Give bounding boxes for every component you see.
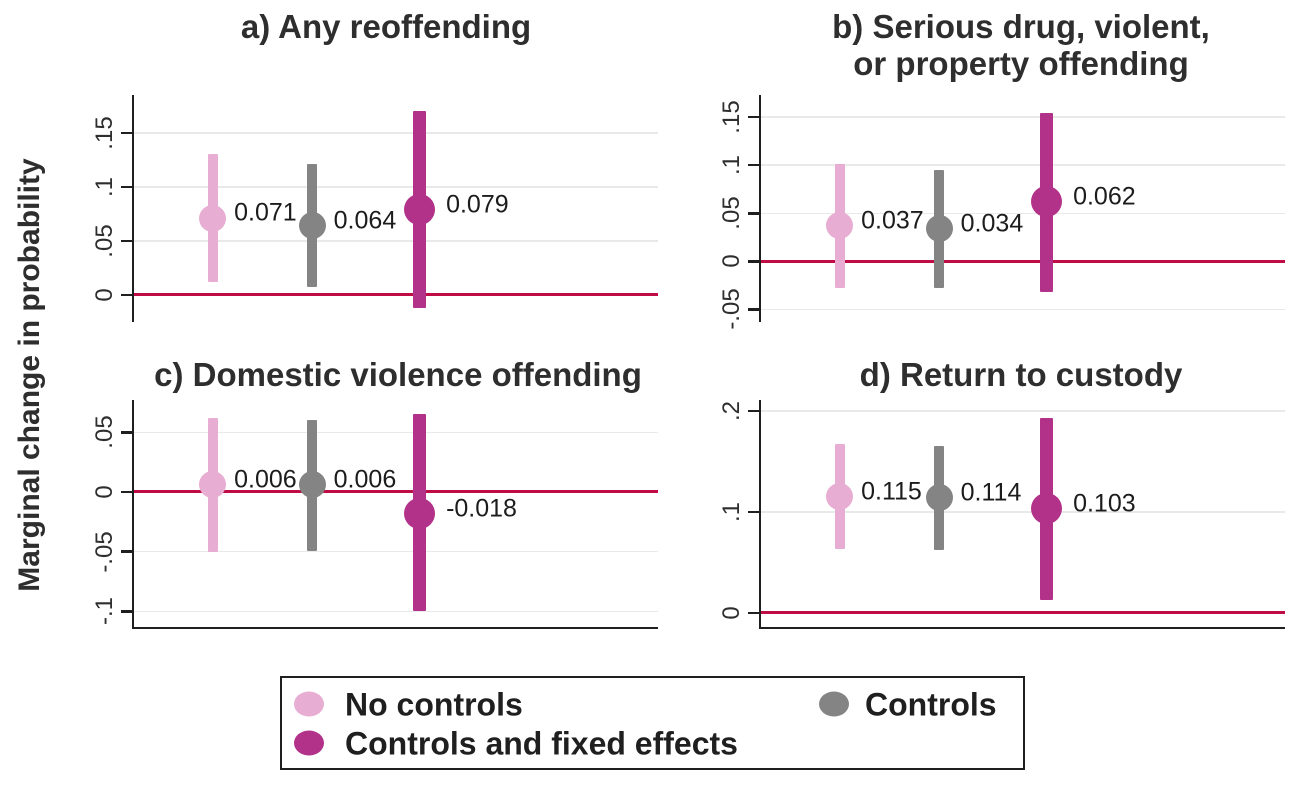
legend-marker-icon <box>819 691 849 717</box>
panel-title: or property offending <box>853 45 1189 82</box>
panel-title: b) Serious drug, violent, <box>832 8 1210 45</box>
panel-title: d) Return to custody <box>859 356 1183 393</box>
plot-area: .15 .1 .05 0 0.071 0.064 0.079 <box>91 95 658 322</box>
y-gridline <box>134 132 658 134</box>
legend-label: Controls and fixed effects <box>345 725 738 762</box>
y-tick <box>120 239 133 243</box>
y-gridline <box>761 212 1285 215</box>
estimate-value-label: 0.114 <box>960 478 1022 507</box>
y-gridline <box>134 240 658 242</box>
estimate-value-label: 0.064 <box>333 206 397 235</box>
y-tick-label: .05 <box>718 196 745 230</box>
panel-title: c) Domestic violence offending <box>154 356 642 393</box>
y-tick-label: .2 <box>718 401 745 422</box>
zero-reference-line <box>134 490 658 494</box>
y-tick-label: .1 <box>718 155 745 176</box>
estimate-value-label: 0.006 <box>234 465 297 494</box>
estimate-dot <box>298 471 326 499</box>
y-tick <box>747 308 760 311</box>
y-gridline <box>134 550 658 553</box>
estimate-dot <box>925 215 953 243</box>
legend-marker-icon <box>294 730 324 756</box>
y-tick <box>120 550 133 553</box>
y-tick <box>120 293 133 297</box>
y-tick-label: 0 <box>718 254 745 269</box>
estimate-dot <box>1031 493 1063 525</box>
y-tick <box>120 431 133 434</box>
zero-reference-line <box>761 611 1285 615</box>
estimate-dot <box>199 204 227 232</box>
estimate-dot <box>298 212 326 240</box>
zero-reference-line <box>134 293 658 297</box>
y-tick-label: -.05 <box>718 288 745 331</box>
zero-reference-line <box>761 259 1285 263</box>
y-tick <box>747 115 760 119</box>
y-tick-label: 0 <box>91 288 118 302</box>
y-tick-label: .15 <box>91 116 118 150</box>
plot-area: .05 0 -.05 -.1 0.006 0.006 -0.018 <box>91 400 658 629</box>
panel-title: a) Any reoffending <box>240 8 532 45</box>
estimate-dot <box>199 471 227 499</box>
estimate-value-label: 0.037 <box>861 206 924 235</box>
legend-marker-icon <box>294 691 324 717</box>
estimate-value-label: 0.034 <box>960 209 1024 238</box>
y-tick-label: 0 <box>718 606 745 620</box>
y-gridline <box>761 116 1285 118</box>
estimate-dot <box>404 498 436 529</box>
y-tick <box>747 163 760 167</box>
y-axis-title: Marginal change in probability <box>13 158 46 592</box>
y-tick-label: .05 <box>91 415 118 449</box>
y-gridline <box>761 164 1285 166</box>
estimate-dot <box>826 212 854 240</box>
y-gridline <box>761 410 1285 412</box>
estimate-value-label: 0.079 <box>446 190 509 219</box>
legend-label: No controls <box>345 686 523 723</box>
y-gridline <box>134 186 658 188</box>
plot-area: .15 .1 .05 0 -.05 0.037 0.034 0.062 <box>718 95 1285 330</box>
estimate-value-label: 0.071 <box>234 198 297 227</box>
y-gridline <box>761 308 1285 311</box>
estimate-value-label: 0.062 <box>1073 182 1136 211</box>
y-tick-label: .05 <box>91 224 118 258</box>
y-tick-label: .1 <box>91 176 118 197</box>
estimate-dot <box>1031 186 1063 218</box>
y-tick <box>747 611 760 615</box>
estimate-dot <box>404 194 436 226</box>
plot-area: .2 .1 0 0.115 0.114 0.103 <box>718 400 1285 629</box>
y-tick-label: -.05 <box>91 531 118 573</box>
y-tick <box>120 610 133 613</box>
y-tick-label: .15 <box>718 100 745 134</box>
y-tick <box>747 212 760 215</box>
y-tick-label: -.1 <box>91 597 118 626</box>
estimate-dot <box>826 483 854 511</box>
y-tick-label: 0 <box>91 485 118 499</box>
legend: No controls Controls Controls and fixed ef… <box>280 676 1025 770</box>
y-gridline <box>761 511 1285 513</box>
y-gridline <box>134 610 658 613</box>
estimate-dot <box>925 484 953 512</box>
estimate-value-label: 0.115 <box>861 477 922 506</box>
y-gridline <box>134 431 658 433</box>
y-tick <box>747 510 760 514</box>
y-tick <box>120 131 133 135</box>
legend-label: Controls <box>865 686 997 723</box>
y-tick <box>747 409 760 413</box>
y-tick-label: .1 <box>718 501 745 522</box>
y-tick <box>747 260 760 263</box>
y-tick <box>120 490 133 494</box>
estimate-value-label: -0.018 <box>446 494 517 522</box>
y-tick <box>120 185 133 189</box>
estimate-value-label: 0.006 <box>333 465 397 494</box>
estimate-value-label: 0.103 <box>1073 489 1136 518</box>
